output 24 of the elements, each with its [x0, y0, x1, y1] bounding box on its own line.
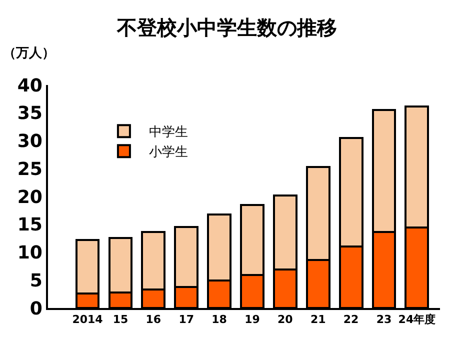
y-tick-label: 20 [17, 186, 42, 208]
x-tick-label: 24年度 [398, 313, 436, 326]
x-tick-label: 2014 [72, 313, 104, 326]
x-tick-label: 18 [212, 313, 227, 326]
y-tick-label: 0 [30, 298, 42, 320]
legend-label: 中学生 [148, 125, 188, 140]
y-tick-label: 5 [30, 270, 42, 292]
x-tick-label: 22 [343, 313, 359, 326]
x-tick-label: 23 [376, 313, 392, 326]
y-tick-label: 30 [17, 131, 42, 152]
x-tick-label: 19 [244, 313, 260, 326]
y-tick-label: 25 [17, 158, 42, 180]
chart-title: 不登校小中学生数の推移 [116, 15, 337, 40]
y-tick-label: 15 [17, 214, 42, 236]
x-tick-label: 16 [146, 313, 162, 326]
x-tick-label: 15 [112, 313, 128, 326]
y-axis-title: （万人） [3, 46, 55, 61]
y-tick-label: 40 [17, 75, 42, 96]
x-tick-label: 17 [178, 313, 194, 326]
legend-label: 小学生 [148, 145, 188, 160]
x-tick-label: 21 [310, 313, 326, 326]
x-tick-label: 20 [278, 313, 294, 326]
y-tick-label: 35 [17, 103, 42, 124]
y-tick-label: 10 [17, 242, 42, 264]
